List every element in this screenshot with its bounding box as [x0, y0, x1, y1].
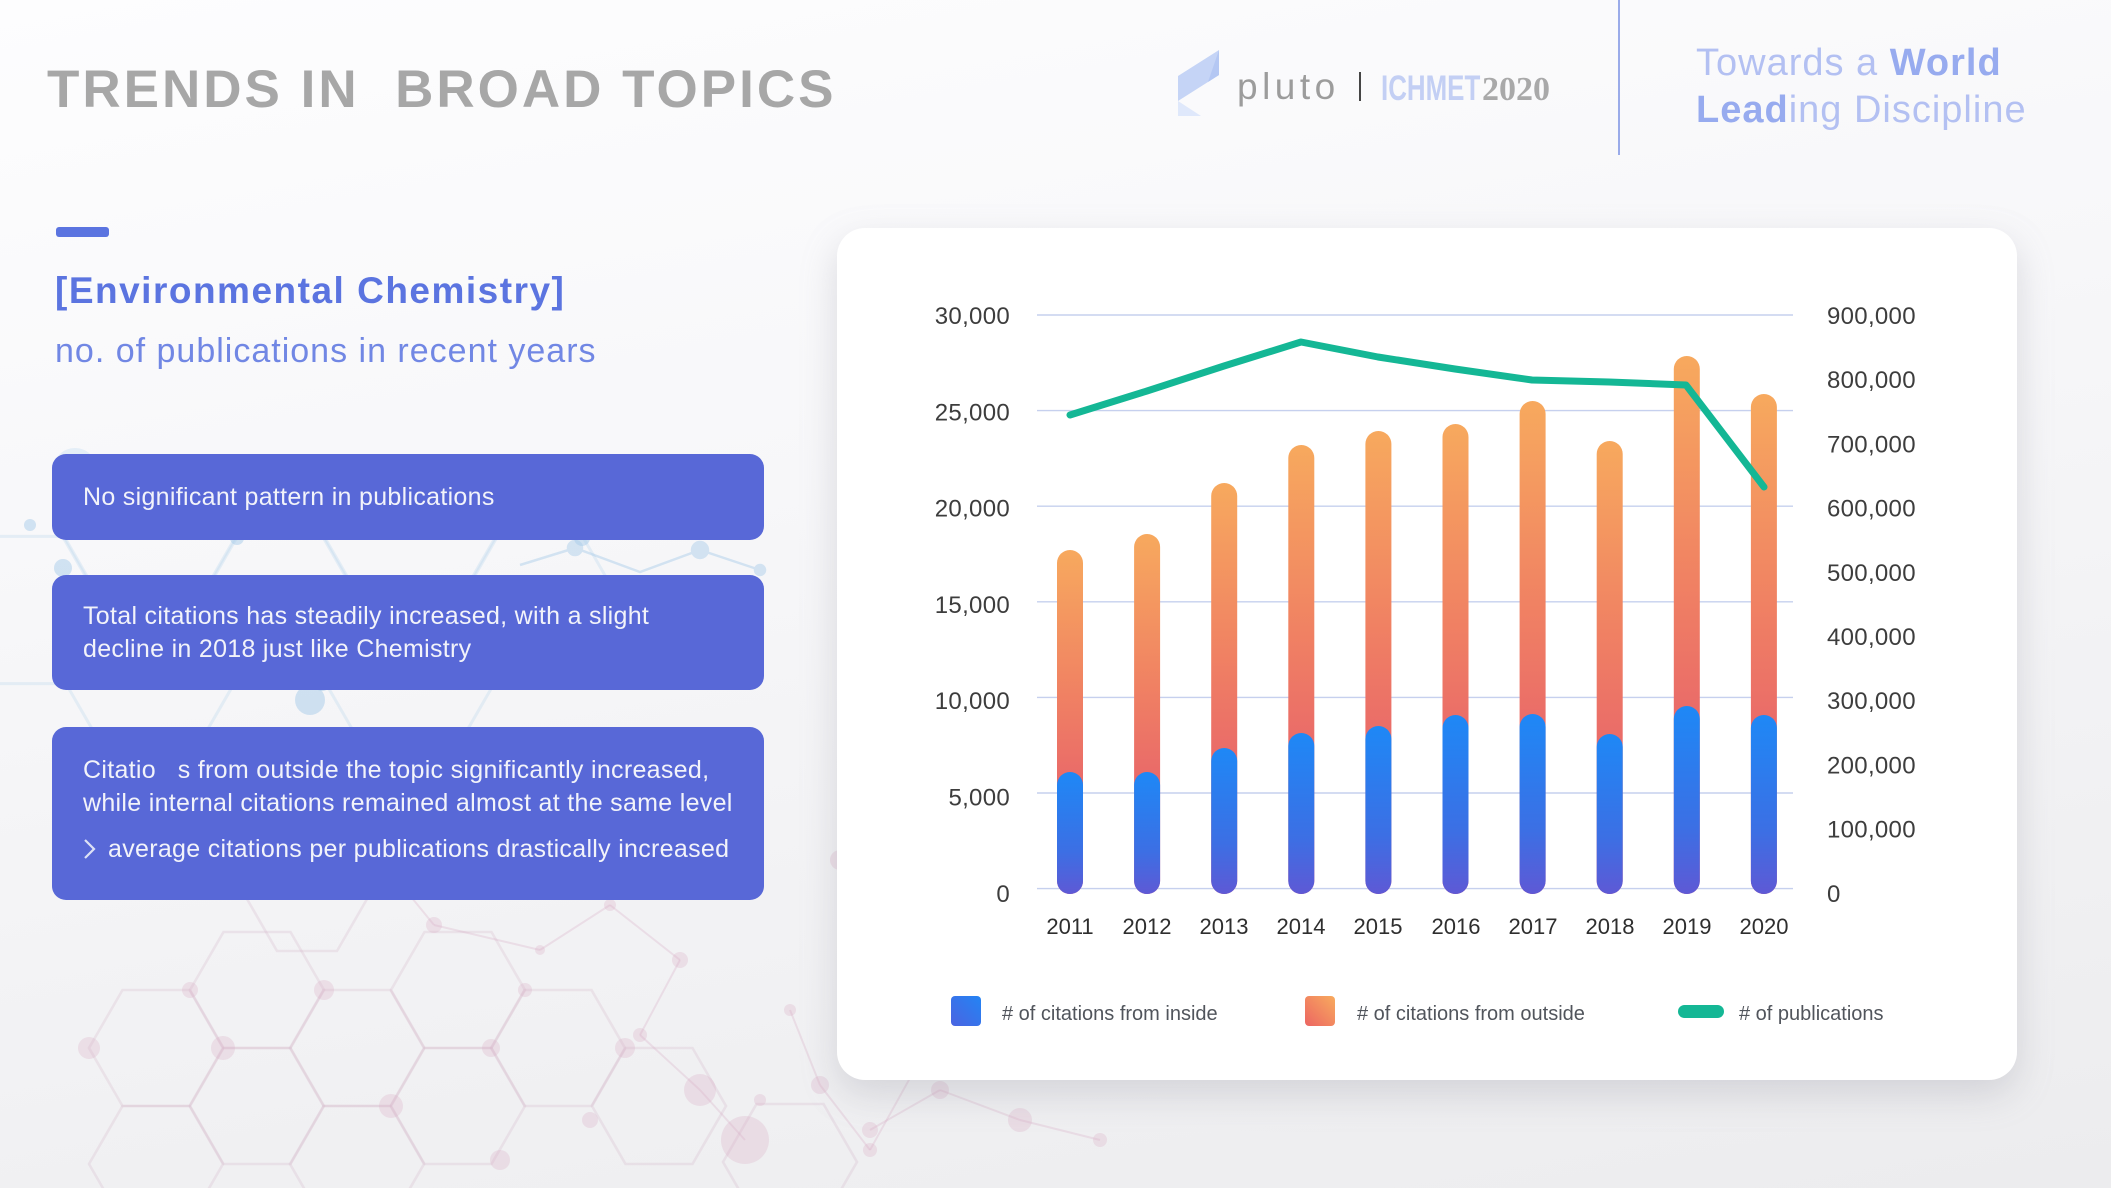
svg-text:300,000: 300,000 — [1827, 688, 1916, 715]
svg-text:0: 0 — [1827, 881, 1841, 908]
svg-text:2011: 2011 — [1046, 914, 1093, 939]
svg-text:2017: 2017 — [1509, 914, 1558, 939]
svg-text:# of citations from outside: # of citations from outside — [1357, 1003, 1585, 1025]
svg-text:100,000: 100,000 — [1827, 817, 1916, 844]
svg-text:10,000: 10,000 — [935, 688, 1010, 715]
svg-text:2019: 2019 — [1663, 914, 1712, 939]
svg-text:200,000: 200,000 — [1827, 752, 1916, 779]
svg-text:20,000: 20,000 — [935, 496, 1010, 523]
svg-text:2014: 2014 — [1277, 914, 1326, 939]
svg-text:2018: 2018 — [1586, 914, 1635, 939]
svg-text:2013: 2013 — [1200, 914, 1249, 939]
svg-text:# of citations from inside: # of citations from inside — [1002, 1003, 1218, 1025]
svg-text:500,000: 500,000 — [1827, 560, 1916, 587]
svg-text:15,000: 15,000 — [935, 592, 1010, 619]
svg-text:800,000: 800,000 — [1827, 367, 1916, 394]
svg-text:# of publications: # of publications — [1739, 1003, 1884, 1025]
svg-text:2012: 2012 — [1123, 914, 1172, 939]
svg-text:900,000: 900,000 — [1827, 303, 1916, 330]
svg-text:400,000: 400,000 — [1827, 624, 1916, 651]
svg-text:700,000: 700,000 — [1827, 431, 1916, 458]
svg-text:2020: 2020 — [1740, 914, 1789, 939]
svg-text:30,000: 30,000 — [935, 303, 1010, 330]
svg-text:5,000: 5,000 — [948, 785, 1010, 812]
svg-text:2016: 2016 — [1432, 914, 1481, 939]
svg-text:2015: 2015 — [1354, 914, 1403, 939]
svg-text:25,000: 25,000 — [935, 399, 1010, 426]
svg-text:600,000: 600,000 — [1827, 496, 1916, 523]
svg-text:0: 0 — [996, 881, 1010, 908]
